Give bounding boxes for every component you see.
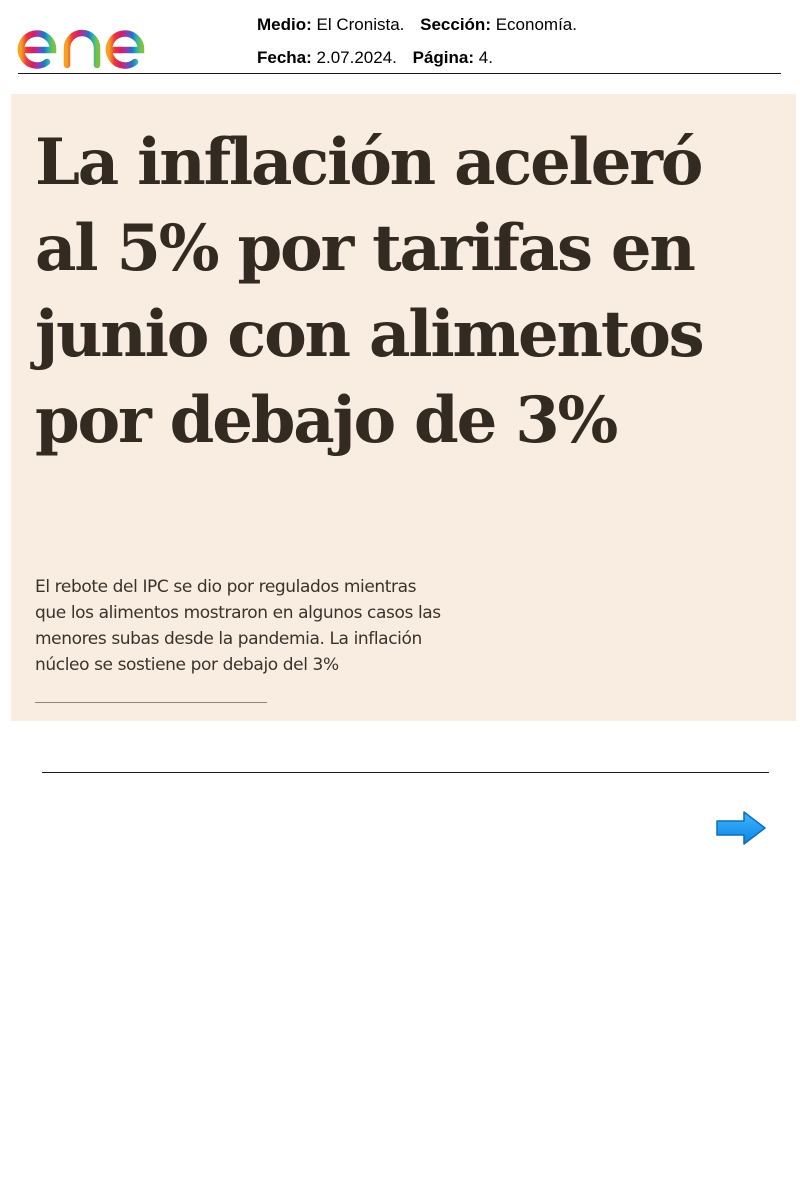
meta-row-1: Medio: El Cronista. Sección: Economía.: [257, 8, 577, 41]
clipping-divider: [35, 702, 267, 703]
subheading-line: que los alimentos mostraron en algunos c…: [35, 603, 441, 623]
article-headline: La inflación aceleró al 5% por tarifas e…: [35, 120, 775, 464]
next-page-button[interactable]: [714, 808, 768, 848]
clipping-metadata: Medio: El Cronista. Sección: Economía. F…: [257, 8, 577, 74]
footer-divider: [42, 772, 769, 773]
subheading-line: núcleo se sostiene por debajo del 3%: [35, 655, 339, 675]
right-arrow-icon: [716, 811, 766, 845]
pagina-label: Página:: [412, 48, 475, 67]
seccion-value: Economía.: [495, 15, 577, 34]
pagina-value: 4.: [478, 48, 493, 67]
headline-line: al 5% por tarifas en: [35, 211, 696, 286]
enel-logo: enel: [16, 8, 180, 72]
article-subheading: El rebote del IPC se dio por regulados m…: [35, 574, 505, 678]
seccion-label: Sección:: [420, 15, 491, 34]
subheading-line: El rebote del IPC se dio por regulados m…: [35, 577, 417, 597]
subheading-line: menores subas desde la pandemia. La infl…: [35, 629, 422, 649]
fecha-label: Fecha:: [257, 48, 312, 67]
headline-line: por debajo de 3%: [35, 383, 618, 458]
headline-line: La inflación aceleró: [35, 125, 703, 200]
meta-row-2: Fecha: 2.07.2024. Página: 4.: [257, 41, 577, 74]
fecha-value: 2.07.2024.: [316, 48, 397, 67]
enel-logo-icon: [17, 8, 174, 69]
medio-value: El Cronista.: [316, 15, 405, 34]
headline-line: junio con alimentos: [35, 297, 705, 372]
newspaper-clipping: La inflación aceleró al 5% por tarifas e…: [11, 94, 796, 721]
medio-label: Medio:: [257, 15, 312, 34]
header-divider: [18, 73, 781, 74]
